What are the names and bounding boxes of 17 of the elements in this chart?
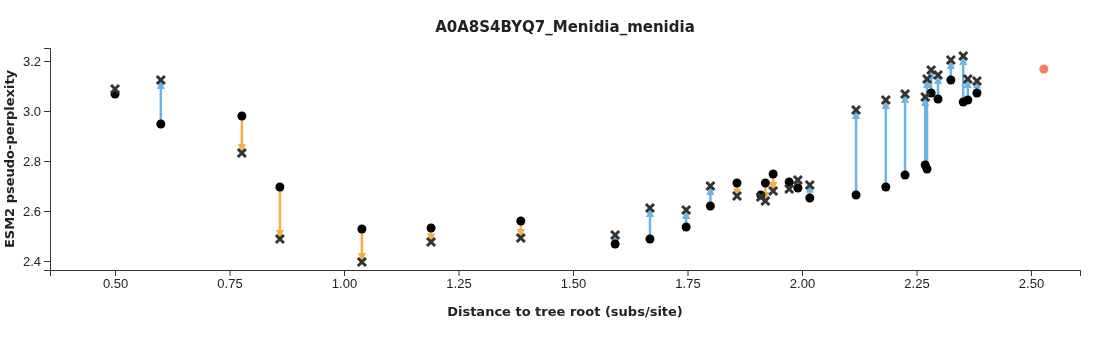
- x-tick-label: 1.75: [675, 276, 701, 292]
- y-tick-label: 2.4: [22, 253, 41, 269]
- x-axis-title: Distance to tree root (subs/site): [447, 304, 683, 319]
- x-tick-label: 2.50: [1018, 276, 1045, 292]
- y-tick-label: 3.0: [22, 103, 41, 119]
- x-tick-label: 2.00: [789, 276, 816, 292]
- x-tick-label: 0.75: [217, 276, 243, 292]
- x-tick-label: 0.50: [102, 276, 129, 292]
- chart-title: A0A8S4BYQ7_Menidia_menidia: [435, 18, 695, 36]
- x-tick-label: 1.25: [446, 276, 472, 292]
- y-axis-title: ESM2 pseudo-perplexity: [2, 69, 17, 249]
- y-tick-label: 2.6: [22, 203, 41, 219]
- x-tick-label: 2.25: [904, 276, 930, 292]
- y-tick-label: 2.8: [22, 153, 41, 169]
- x-tick-label: 1.00: [331, 276, 358, 292]
- x-tick-label: 1.50: [560, 276, 587, 292]
- y-tick-label: 3.2: [22, 53, 41, 69]
